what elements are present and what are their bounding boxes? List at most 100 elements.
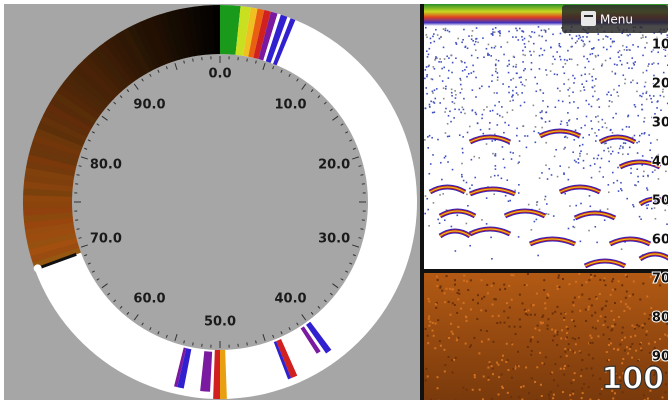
noise-dot (521, 30, 524, 32)
noise-dot (426, 92, 428, 95)
dial-tick (255, 340, 257, 344)
noise-dot (557, 99, 560, 102)
noise-dot (585, 99, 588, 102)
ring-bottom (27, 232, 77, 250)
bottom-speckle (590, 276, 593, 279)
noise-dot (439, 102, 441, 104)
bottom-speckle (503, 310, 506, 313)
ring-bottom (56, 85, 101, 120)
bottom-speckle (567, 343, 570, 346)
noise-dot (508, 91, 510, 94)
noise-dot (491, 257, 493, 260)
bottom-speckle (503, 283, 506, 286)
bottom-speckle (604, 370, 607, 373)
bottom-speckle (653, 364, 656, 367)
noise-dot (618, 56, 620, 58)
noise-dot (586, 153, 588, 155)
noise-dot (575, 204, 578, 207)
bottom-speckle (541, 362, 544, 365)
bottom-speckle (530, 353, 533, 356)
bottom-speckle (619, 380, 622, 383)
bottom-speckle (426, 375, 429, 378)
dial-tick (76, 228, 80, 230)
bottom-speckle (445, 287, 448, 290)
bottom-speckle (491, 373, 494, 376)
bottom-speckle (571, 337, 574, 340)
bottom-speckle (499, 288, 502, 291)
bottom-speckle (540, 322, 543, 325)
noise-dot (622, 142, 625, 144)
noise-dot (530, 229, 533, 231)
noise-dot (563, 148, 565, 150)
noise-dot (538, 34, 540, 37)
noise-dot (625, 125, 628, 128)
menu-icon[interactable] (581, 11, 596, 26)
ring-bottom (83, 55, 122, 96)
bottom-speckle (487, 338, 490, 341)
noise-dot (550, 174, 553, 176)
bottom-speckle (571, 390, 574, 393)
noise-dot (584, 124, 586, 127)
bottom-speckle (647, 317, 650, 320)
noise-dot (628, 146, 631, 149)
dial-label: 10.0 (274, 97, 306, 112)
noise-dot (428, 64, 430, 67)
bottom-speckle (556, 331, 559, 334)
noise-dot (461, 162, 463, 165)
ring-bottom (23, 201, 73, 209)
bottom-speckle (482, 375, 485, 378)
bottom-speckle (637, 370, 640, 373)
bottom-speckle (504, 287, 507, 290)
bottom-speckle (645, 399, 648, 400)
bottom-speckle (560, 312, 563, 315)
bottom-speckle (548, 397, 551, 400)
bottom-speckle (439, 285, 442, 288)
noise-dot (517, 162, 519, 165)
menu-button[interactable]: Menu (562, 5, 668, 33)
bottom-speckle (548, 394, 551, 397)
noise-dot (643, 117, 646, 119)
bottom-speckle (551, 371, 554, 374)
noise-dot (582, 40, 584, 43)
noise-dot (558, 42, 561, 45)
noise-dot (535, 218, 538, 221)
noise-dot (618, 147, 621, 150)
dial-tick (192, 58, 194, 62)
bottom-speckle (572, 392, 575, 395)
noise-dot (580, 39, 583, 42)
bottom-speckle (599, 377, 602, 380)
noise-dot (493, 92, 496, 94)
noise-dot (613, 40, 615, 43)
bottom-speckle (640, 349, 643, 352)
noise-dot (567, 227, 570, 230)
bottom-speckle (451, 371, 454, 374)
bottom-speckle (518, 293, 521, 296)
noise-dot (470, 54, 473, 57)
ring-bottom (52, 91, 98, 124)
noise-dot (624, 142, 627, 145)
noise-dot (572, 151, 574, 153)
noise-dot (579, 155, 581, 157)
noise-dot (575, 161, 577, 163)
noise-dot (545, 39, 547, 42)
noise-dot (441, 178, 443, 181)
noise-dot (501, 116, 504, 118)
noise-dot (504, 194, 507, 197)
bottom-speckle (488, 361, 491, 364)
bottom-speckle (649, 276, 652, 279)
bottom-speckle (516, 350, 519, 353)
menu-label[interactable]: Menu (600, 13, 633, 27)
noise-dot (626, 62, 629, 64)
bottom-speckle (427, 342, 430, 345)
noise-dot (470, 38, 473, 41)
noise-dot (496, 113, 499, 115)
dial-tick (272, 334, 275, 338)
bottom-speckle (491, 303, 494, 306)
dial-tick (87, 262, 91, 265)
bottom-speckle (434, 303, 437, 306)
bottom-speckle (526, 345, 529, 348)
bottom-speckle (455, 399, 458, 400)
noise-dot (661, 91, 664, 93)
bottom-speckle (650, 307, 653, 310)
noise-dot (442, 46, 445, 49)
